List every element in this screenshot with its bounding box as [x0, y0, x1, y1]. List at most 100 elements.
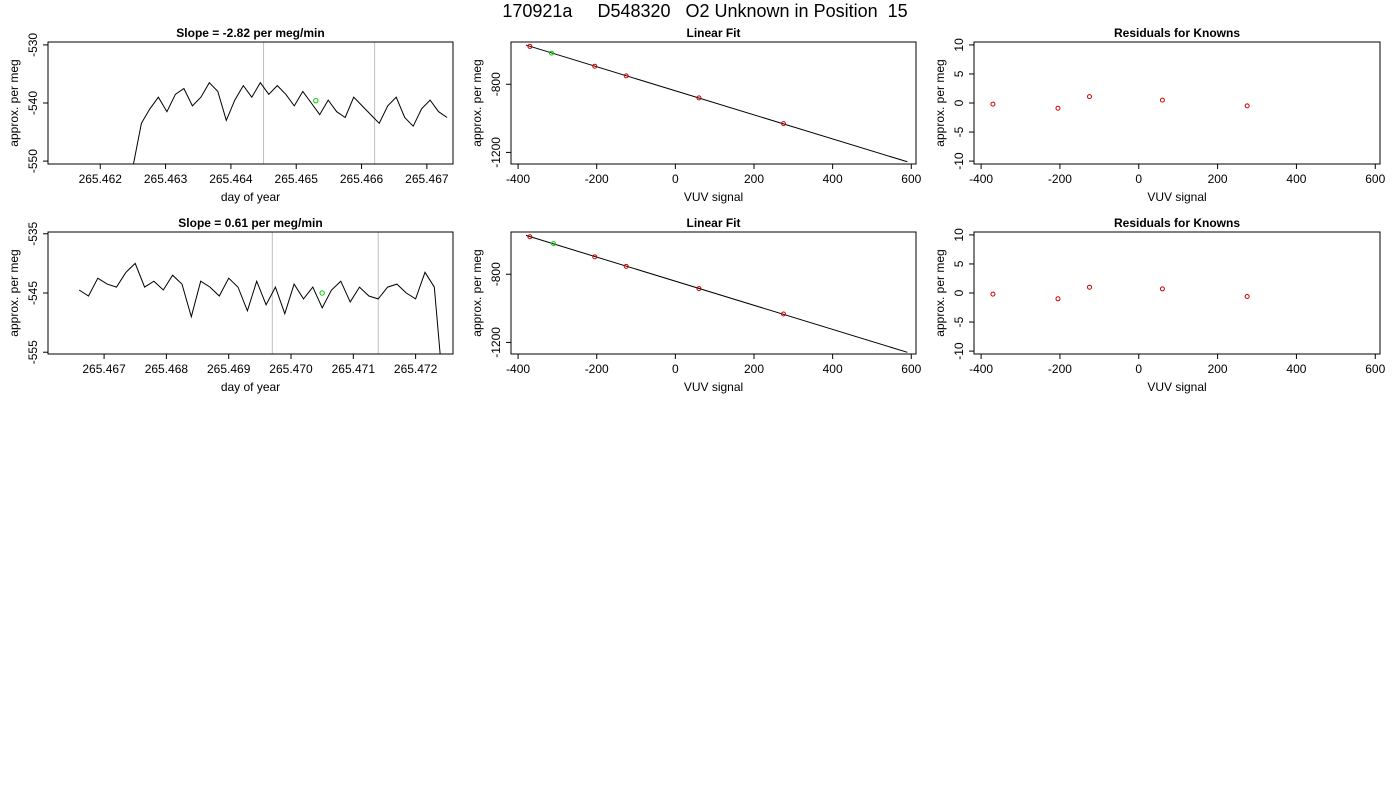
fit-line	[525, 44, 908, 163]
known-point	[527, 234, 533, 240]
x-tick-label: 600	[901, 362, 921, 376]
x-tick-label: 0	[1135, 172, 1142, 186]
known-point	[1086, 284, 1092, 290]
known-point	[990, 291, 996, 297]
x-tick-label: 265.465	[275, 172, 319, 186]
x-tick-label: -200	[1048, 362, 1072, 376]
y-tick-label: -545	[26, 281, 40, 305]
x-tick-label: 265.471	[332, 362, 376, 376]
known-point	[696, 286, 702, 292]
known-point	[1086, 94, 1092, 100]
y-tick-label: 0	[952, 99, 966, 106]
y-tick-label: -5	[952, 126, 966, 137]
x-tick-label: 265.462	[79, 172, 123, 186]
x-tick-label: 200	[744, 362, 764, 376]
plot-box	[973, 231, 1381, 355]
x-tick-label: 200	[1208, 172, 1228, 186]
panel-title: Residuals for Knowns	[1114, 216, 1240, 230]
x-tick-label: -200	[1048, 172, 1072, 186]
panel-title: Slope = 0.61 per meg/min	[178, 216, 322, 230]
x-tick-label: 200	[1208, 362, 1228, 376]
x-tick-label: -400	[969, 172, 993, 186]
known-point	[527, 43, 533, 49]
y-tick-label: -550	[26, 149, 40, 173]
known-point	[592, 254, 598, 260]
known-point	[780, 121, 786, 127]
y-axis-label: approx. per meg	[933, 249, 947, 336]
known-point	[780, 311, 786, 317]
series-line	[132, 81, 448, 164]
panel-title: Residuals for Knowns	[1114, 26, 1240, 40]
x-axis-label: VUV signal	[684, 380, 743, 394]
known-point	[592, 63, 598, 69]
x-tick-label: 200	[744, 172, 764, 186]
panel-title: Linear Fit	[686, 216, 740, 230]
y-tick-label: -1200	[489, 327, 503, 358]
x-tick-label: 265.463	[144, 172, 188, 186]
plot-box	[973, 41, 1381, 165]
known-point	[1244, 103, 1250, 109]
known-point	[623, 263, 629, 269]
x-axis-label: VUV signal	[684, 190, 743, 204]
plot-box	[510, 231, 917, 355]
known-point	[990, 101, 996, 107]
x-tick-label: 400	[1286, 362, 1306, 376]
y-tick-label: -10	[952, 152, 966, 170]
x-tick-label: -400	[506, 172, 530, 186]
x-tick-label: 600	[1365, 362, 1385, 376]
y-tick-label: -535	[26, 221, 40, 245]
y-tick-label: -555	[26, 340, 40, 364]
unknown-marker	[319, 290, 325, 296]
y-tick-label: 10	[952, 228, 966, 242]
panel-r2-series: 265.467 265.468 265.469 265.470 265.471 265.4…	[7, 216, 454, 394]
panel-r2-resid: -400 -200 0 200 400 600 -10 -5 0 5 10 Residuals for…	[933, 216, 1386, 394]
y-axis-label: approx. per meg	[470, 249, 484, 336]
panel-r2-fit: -400 -200 0 200 400 600 -1200 -800 Linear Fit VUV…	[470, 216, 922, 394]
y-axis-label: approx. per meg	[470, 59, 484, 146]
x-tick-label: 265.464	[209, 172, 253, 186]
y-tick-label: 0	[952, 289, 966, 296]
x-tick-label: 265.466	[340, 172, 384, 186]
y-tick-label: -5	[952, 316, 966, 327]
x-tick-label: 400	[823, 172, 843, 186]
x-tick-label: -200	[585, 172, 609, 186]
plot-area	[990, 284, 1250, 302]
unknown-point	[550, 241, 556, 247]
panel-title: Linear Fit	[686, 26, 740, 40]
panel-title: Slope = -2.82 per meg/min	[176, 26, 324, 40]
x-tick-label: 0	[1135, 362, 1142, 376]
panel-r1-fit: -400 -200 0 200 400 600 -1200 -800 Linear Fit VUV…	[470, 26, 922, 204]
unknown-point	[549, 50, 554, 56]
x-tick-label: 265.469	[207, 362, 251, 376]
x-tick-label: 0	[672, 172, 679, 186]
plot-area	[525, 234, 908, 353]
x-tick-label: 400	[1286, 172, 1306, 186]
plot-area	[132, 42, 448, 164]
known-point	[1055, 296, 1061, 302]
y-axis-label: approx. per meg	[7, 59, 21, 146]
x-tick-label: 265.468	[145, 362, 189, 376]
y-tick-label: -800	[489, 262, 503, 286]
y-tick-label: -540	[26, 91, 40, 115]
x-tick-label: 265.467	[405, 172, 449, 186]
x-tick-label: 265.467	[82, 362, 126, 376]
y-axis-label: approx. per meg	[7, 249, 21, 336]
plot-area	[990, 94, 1250, 111]
panel-r1-series: 265.462 265.463 265.464 265.465 265.466 265.4…	[7, 26, 454, 204]
y-tick-label: 10	[952, 38, 966, 52]
x-tick-label: -200	[585, 362, 609, 376]
plot-box	[47, 231, 454, 355]
x-tick-label: 600	[1365, 172, 1385, 186]
panel-r1-resid: -400 -200 0 200 400 600 -10 -5 0 5 10 Residuals for…	[933, 26, 1386, 204]
plot-area	[525, 43, 908, 163]
plot-box	[510, 41, 917, 165]
unknown-marker	[313, 97, 319, 104]
known-point	[623, 73, 629, 79]
known-point	[696, 95, 702, 101]
x-tick-label: 400	[823, 362, 843, 376]
y-tick-label: 5	[952, 70, 966, 77]
x-tick-label: 600	[901, 172, 921, 186]
known-point	[1055, 105, 1061, 111]
y-tick-label: -800	[489, 72, 503, 96]
